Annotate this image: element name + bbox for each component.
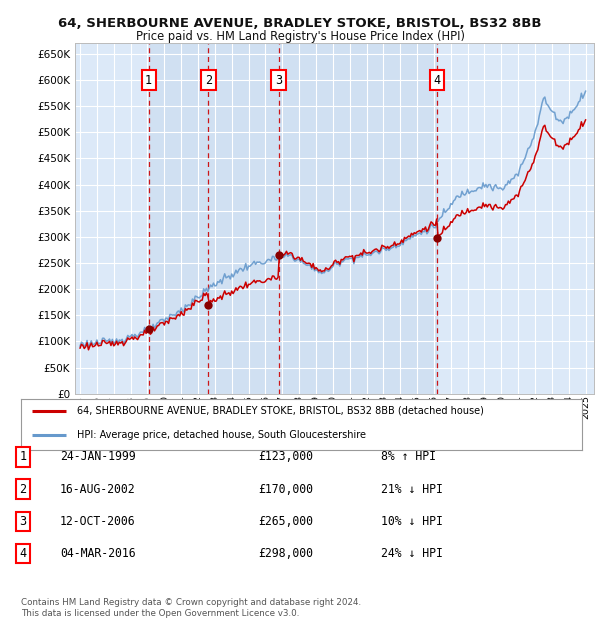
Text: 24% ↓ HPI: 24% ↓ HPI	[381, 547, 443, 560]
Text: 3: 3	[275, 74, 282, 87]
Text: 1: 1	[145, 74, 152, 87]
Text: Price paid vs. HM Land Registry's House Price Index (HPI): Price paid vs. HM Land Registry's House …	[136, 30, 464, 43]
Text: £298,000: £298,000	[258, 547, 313, 560]
Text: 1: 1	[19, 451, 26, 463]
Text: Contains HM Land Registry data © Crown copyright and database right 2024.
This d: Contains HM Land Registry data © Crown c…	[21, 598, 361, 618]
Text: 16-AUG-2002: 16-AUG-2002	[60, 483, 136, 495]
Text: £265,000: £265,000	[258, 515, 313, 528]
Text: £170,000: £170,000	[258, 483, 313, 495]
Text: 4: 4	[433, 74, 440, 87]
Text: 4: 4	[19, 547, 26, 560]
Text: £123,000: £123,000	[258, 451, 313, 463]
Text: HPI: Average price, detached house, South Gloucestershire: HPI: Average price, detached house, Sout…	[77, 430, 366, 440]
Text: 10% ↓ HPI: 10% ↓ HPI	[381, 515, 443, 528]
Text: 64, SHERBOURNE AVENUE, BRADLEY STOKE, BRISTOL, BS32 8BB (detached house): 64, SHERBOURNE AVENUE, BRADLEY STOKE, BR…	[77, 406, 484, 416]
Text: 8% ↑ HPI: 8% ↑ HPI	[381, 451, 436, 463]
Bar	[149, 43, 437, 394]
Text: 04-MAR-2016: 04-MAR-2016	[60, 547, 136, 560]
Text: 2: 2	[205, 74, 212, 87]
Text: 24-JAN-1999: 24-JAN-1999	[60, 451, 136, 463]
Text: 64, SHERBOURNE AVENUE, BRADLEY STOKE, BRISTOL, BS32 8BB: 64, SHERBOURNE AVENUE, BRADLEY STOKE, BR…	[58, 17, 542, 30]
Text: 3: 3	[19, 515, 26, 528]
Text: 2: 2	[19, 483, 26, 495]
Text: 21% ↓ HPI: 21% ↓ HPI	[381, 483, 443, 495]
Text: 12-OCT-2006: 12-OCT-2006	[60, 515, 136, 528]
